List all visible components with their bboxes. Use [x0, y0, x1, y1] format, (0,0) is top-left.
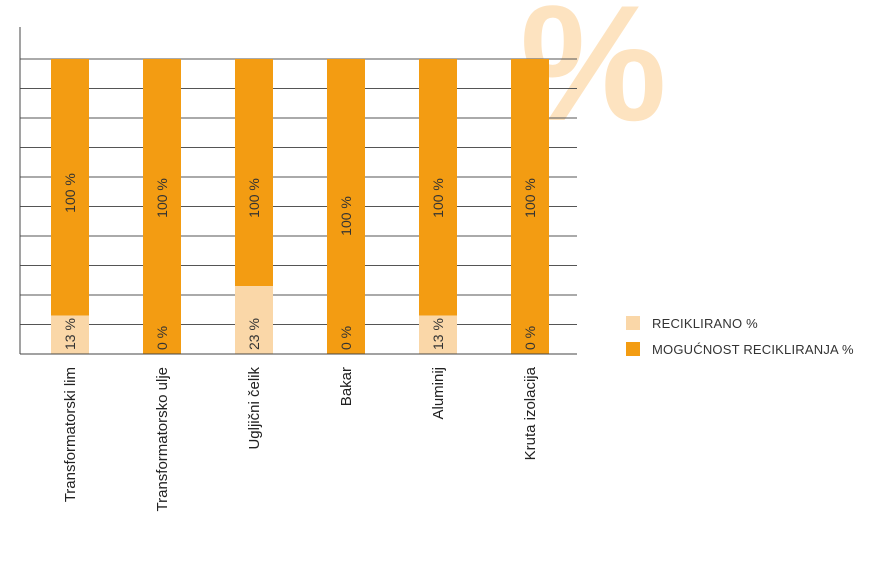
bar-mogucnost-reciklirania	[327, 59, 365, 354]
bar-label-mogucnost: 100 %	[246, 178, 262, 218]
bar-label-reciklirano: 0 %	[338, 326, 354, 350]
legend-swatch-mogucnost	[626, 342, 640, 356]
bar-mogucnost-reciklirania	[511, 59, 549, 354]
bar-label-mogucnost: 100 %	[154, 178, 170, 218]
axis	[19, 27, 577, 355]
bar-reciklirano	[51, 315, 89, 354]
bar-label-reciklirano: 0 %	[154, 326, 170, 350]
bar-label-mogucnost: 100 %	[522, 178, 538, 218]
category-label: Kruta izolacija	[522, 366, 539, 460]
category-label: Ugljični čelik	[246, 367, 263, 450]
bar-label-reciklirano: 23 %	[246, 318, 262, 350]
legend-item-mogucnost: MOGUĆNOST RECIKLIRANJA %	[626, 338, 854, 360]
legend-label-reciklirano: RECIKLIRANO %	[652, 315, 758, 331]
category-label: Transformatorsko ulje	[154, 367, 171, 512]
category-label: Bakar	[338, 367, 355, 406]
bar-label-reciklirano: 0 %	[522, 326, 538, 350]
legend-item-reciklirano: RECIKLIRANO %	[626, 312, 854, 334]
bar-mogucnost-reciklirania	[143, 59, 181, 354]
legend: RECIKLIRANO % MOGUĆNOST RECIKLIRANJA %	[626, 312, 854, 364]
bar-label-mogucnost: 100 %	[430, 178, 446, 218]
bar-mogucnost-reciklirania	[51, 59, 89, 316]
category-labels: Transformatorski lim Transformatorsko ulj…	[62, 366, 539, 511]
bar-labels: 13 % 100 % 0 % 100 % 23 % 100 % 0 % 100 % 13 % 10…	[62, 173, 538, 350]
bar-label-reciklirano: 13 %	[430, 318, 446, 350]
legend-label-mogucnost: MOGUĆNOST RECIKLIRANJA %	[652, 341, 854, 357]
gridlines	[20, 58, 577, 355]
bar-label-reciklirano: 13 %	[62, 318, 78, 350]
category-label: Transformatorski lim	[62, 367, 79, 502]
legend-swatch-reciklirano	[626, 316, 640, 330]
bar-reciklirano	[235, 286, 273, 354]
bar-mogucnost-reciklirania	[235, 59, 273, 287]
bar-label-mogucnost: 100 %	[62, 173, 78, 213]
bar-label-mogucnost: 100 %	[338, 196, 354, 236]
category-label: Aluminij	[430, 367, 447, 420]
bar-mogucnost-reciklirania	[419, 59, 457, 316]
bar-reciklirano	[419, 315, 457, 354]
bars	[51, 59, 549, 354]
